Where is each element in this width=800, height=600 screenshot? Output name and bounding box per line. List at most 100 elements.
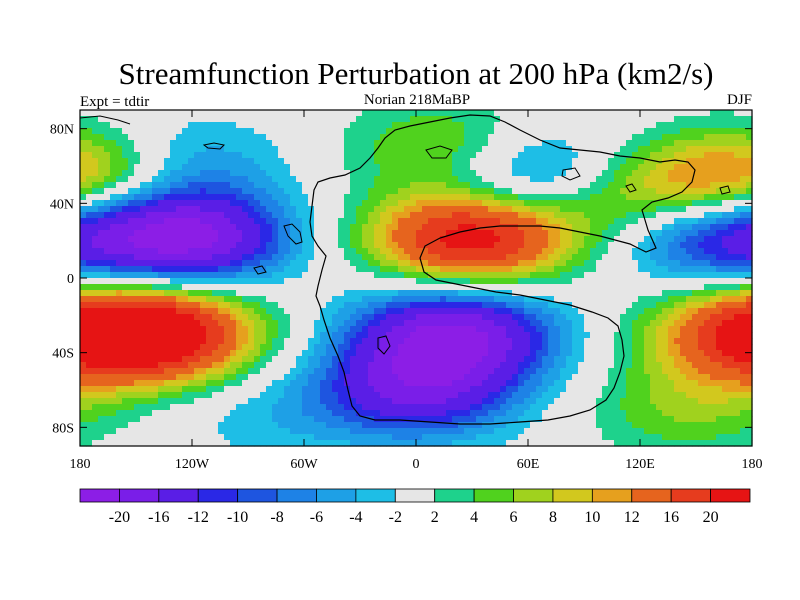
contour-cell (290, 350, 297, 357)
contour-cell (578, 158, 585, 165)
contour-cell (338, 200, 345, 207)
contour-cell (692, 362, 699, 369)
contour-cell (494, 290, 501, 297)
contour-cell (194, 242, 201, 249)
contour-cell (704, 332, 711, 339)
contour-cell (122, 152, 129, 159)
contour-cell (374, 272, 381, 279)
contour-cell (218, 140, 225, 147)
contour-cell (302, 320, 309, 327)
contour-cell (152, 140, 159, 147)
contour-cell (92, 266, 99, 273)
contour-cell (290, 158, 297, 165)
contour-cell (590, 248, 597, 255)
contour-cell (710, 110, 717, 117)
contour-cell (662, 266, 669, 273)
contour-cell (152, 206, 159, 213)
contour-cell (476, 164, 483, 171)
contour-cell (164, 128, 171, 135)
contour-cell (296, 212, 303, 219)
contour-cell (632, 182, 639, 189)
contour-cell (140, 242, 147, 249)
contour-cell (644, 344, 651, 351)
contour-cell (470, 350, 477, 357)
contour-cell (230, 344, 237, 351)
contour-cell (182, 170, 189, 177)
contour-cell (392, 152, 399, 159)
contour-cell (200, 110, 207, 117)
contour-cell (680, 128, 687, 135)
contour-cell (428, 212, 435, 219)
contour-cell (704, 314, 711, 321)
contour-cell (362, 338, 369, 345)
contour-cell (710, 350, 717, 357)
contour-cell (572, 266, 579, 273)
contour-cell (668, 140, 675, 147)
contour-cell (488, 146, 495, 153)
contour-cell (464, 236, 471, 243)
contour-cell (650, 170, 657, 177)
contour-cell (728, 272, 735, 279)
contour-cell (104, 362, 111, 369)
contour-cell (632, 248, 639, 255)
contour-cell (704, 194, 711, 201)
contour-cell (200, 308, 207, 315)
contour-cell (146, 272, 153, 279)
contour-cell (452, 140, 459, 147)
contour-cell (542, 248, 549, 255)
contour-cell (218, 308, 225, 315)
contour-cell (590, 320, 597, 327)
contour-cell (140, 278, 147, 285)
contour-cell (542, 116, 549, 123)
contour-cell (218, 236, 225, 243)
contour-cell (278, 356, 285, 363)
contour-cell (488, 206, 495, 213)
contour-cell (350, 188, 357, 195)
contour-cell (488, 218, 495, 225)
contour-cell (464, 128, 471, 135)
contour-cell (92, 362, 99, 369)
contour-cell (530, 122, 537, 129)
contour-cell (176, 188, 183, 195)
contour-cell (692, 116, 699, 123)
contour-cell (554, 182, 561, 189)
contour-cell (680, 326, 687, 333)
contour-cell (746, 326, 753, 333)
contour-cell (488, 182, 495, 189)
contour-cell (230, 332, 237, 339)
contour-cell (446, 206, 453, 213)
contour-cell (182, 272, 189, 279)
contour-cell (518, 290, 525, 297)
contour-cell (86, 176, 93, 183)
contour-cell (290, 224, 297, 231)
contour-cell (344, 242, 351, 249)
contour-cell (350, 128, 357, 135)
contour-cell (338, 218, 345, 225)
contour-cell (578, 152, 585, 159)
contour-cell (674, 338, 681, 345)
contour-cell (614, 242, 621, 249)
contour-cell (218, 290, 225, 297)
contour-cell (176, 302, 183, 309)
contour-cell (152, 146, 159, 153)
contour-cell (194, 206, 201, 213)
contour-cell (320, 122, 327, 129)
contour-cell (554, 290, 561, 297)
contour-cell (506, 302, 513, 309)
contour-cell (638, 212, 645, 219)
contour-cell (746, 128, 753, 135)
contour-cell (566, 170, 573, 177)
contour-cell (602, 146, 609, 153)
contour-cell (140, 350, 147, 357)
contour-cell (284, 110, 291, 117)
contour-cell (458, 242, 465, 249)
contour-cell (302, 332, 309, 339)
contour-cell (470, 374, 477, 381)
contour-cell (320, 212, 327, 219)
contour-cell (242, 290, 249, 297)
contour-cell (692, 284, 699, 291)
contour-cell (686, 176, 693, 183)
contour-cell (626, 164, 633, 171)
contour-cell (614, 230, 621, 237)
contour-cell (200, 116, 207, 123)
